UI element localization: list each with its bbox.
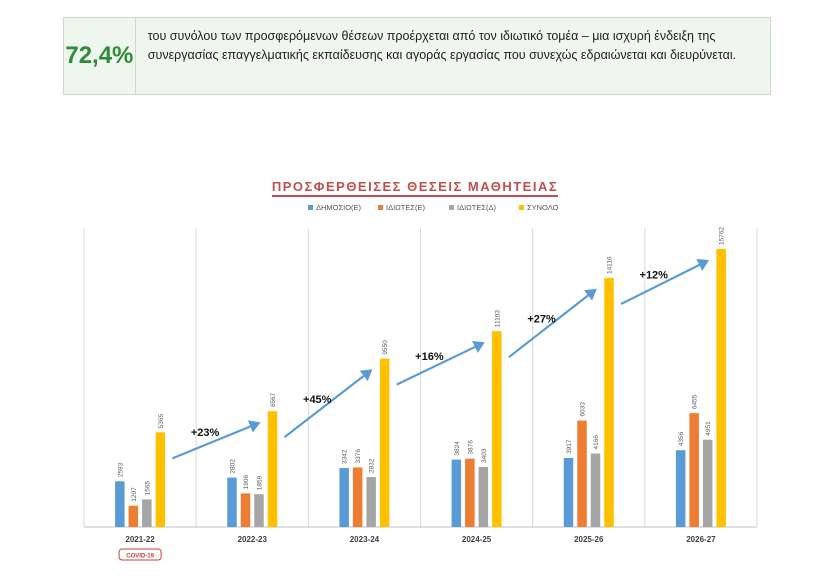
data-label: 1859 bbox=[257, 475, 264, 490]
x-tick-label: 2022-23 bbox=[238, 535, 268, 544]
bar bbox=[563, 457, 574, 527]
legend-swatch bbox=[308, 205, 313, 210]
bar bbox=[155, 432, 166, 527]
bar bbox=[339, 468, 349, 527]
growth-arrow bbox=[283, 369, 373, 439]
data-label: 3824 bbox=[454, 441, 461, 456]
data-label: 3376 bbox=[355, 449, 362, 464]
legend-label: ΙΔΙΩΤΕΣ(Ε) bbox=[386, 203, 426, 212]
bar bbox=[478, 466, 489, 527]
data-label: 2593 bbox=[117, 462, 124, 477]
data-label: 3342 bbox=[342, 449, 349, 464]
bar bbox=[254, 494, 264, 527]
bar bbox=[366, 477, 376, 527]
stat-value: 72,4% bbox=[65, 42, 134, 69]
growth-arrow bbox=[396, 341, 485, 386]
x-tick-label: 2024-25 bbox=[462, 535, 492, 544]
data-label: 1906 bbox=[243, 475, 250, 490]
covid-badge-label: COVID-19 bbox=[126, 554, 154, 560]
stat-description: του συνόλου των προσφερόμενων θέσεων προ… bbox=[147, 29, 737, 62]
x-tick-label: 2026-27 bbox=[686, 535, 716, 544]
bar bbox=[675, 450, 686, 527]
bar bbox=[577, 420, 587, 527]
legend-label: ΔΗΜΟΣΙΟ(Ε) bbox=[316, 203, 362, 212]
data-label: 3876 bbox=[467, 440, 474, 455]
legend-label: ΣΥΝΟΛΟ bbox=[527, 203, 559, 212]
x-tick-label: 2025-26 bbox=[574, 535, 604, 544]
x-tick-label: 2021-22 bbox=[125, 535, 155, 544]
growth-label: +45% bbox=[303, 394, 332, 406]
bar bbox=[142, 499, 152, 527]
data-label: 4356 bbox=[678, 431, 685, 446]
x-tick-label: 2023-24 bbox=[350, 535, 380, 544]
data-label: 2832 bbox=[369, 458, 376, 473]
growth-label: +23% bbox=[191, 427, 220, 439]
bar bbox=[590, 453, 601, 527]
growth-label: +27% bbox=[527, 314, 556, 326]
stat-value-cell: 72,4% bbox=[64, 18, 136, 94]
data-label: 11103 bbox=[494, 310, 501, 327]
growth-label: +16% bbox=[415, 351, 444, 363]
bar bbox=[492, 331, 502, 527]
data-label: 4951 bbox=[705, 421, 712, 436]
bar bbox=[465, 458, 475, 527]
data-label: 14116 bbox=[607, 256, 614, 274]
data-label: 6567 bbox=[270, 392, 277, 407]
chart-title: ΠΡΟΣΦΕΡΘΕΙΣΕΣ ΘΕΣΕΙΣ ΜΑΘΗΤΕΙΑΣ bbox=[271, 179, 559, 197]
bar bbox=[702, 439, 713, 527]
bar bbox=[115, 481, 125, 527]
bar bbox=[604, 278, 614, 527]
data-label: 6455 bbox=[692, 394, 699, 409]
bar bbox=[128, 505, 139, 527]
data-label: 15762 bbox=[719, 227, 726, 245]
data-label: 1207 bbox=[131, 487, 138, 502]
data-label: 9550 bbox=[382, 340, 389, 355]
legend-swatch bbox=[449, 205, 454, 210]
data-label: 1565 bbox=[144, 481, 151, 496]
growth-arrow bbox=[171, 420, 261, 460]
growth-label: +12% bbox=[640, 270, 669, 282]
chart-title-wrap: ΠΡΟΣΦΕΡΘΕΙΣΕΣ ΘΕΣΕΙΣ ΜΑΘΗΤΕΙΑΣ bbox=[0, 179, 830, 197]
legend-label: ΙΔΙΩΤΕΣ(Δ) bbox=[457, 203, 497, 212]
data-label: 3403 bbox=[481, 448, 488, 463]
bar bbox=[267, 411, 278, 527]
covid-badge bbox=[118, 548, 162, 561]
growth-arrow bbox=[620, 259, 710, 306]
bar bbox=[240, 493, 251, 527]
data-label: 3917 bbox=[566, 439, 573, 454]
bar bbox=[379, 358, 390, 527]
data-label: 2802 bbox=[230, 459, 237, 474]
bar bbox=[227, 477, 237, 527]
bar bbox=[451, 459, 462, 527]
legend-swatch bbox=[378, 205, 383, 210]
legend-swatch bbox=[519, 205, 524, 210]
bar bbox=[352, 467, 363, 527]
growth-arrow bbox=[508, 288, 597, 359]
data-label: 4166 bbox=[593, 435, 600, 450]
data-label: 6033 bbox=[580, 402, 587, 417]
data-label: 5365 bbox=[158, 414, 165, 429]
bar bbox=[689, 413, 699, 527]
stat-callout: 72,4% του συνόλου των προσφερόμενων θέσε… bbox=[63, 17, 771, 95]
bar bbox=[716, 249, 726, 528]
